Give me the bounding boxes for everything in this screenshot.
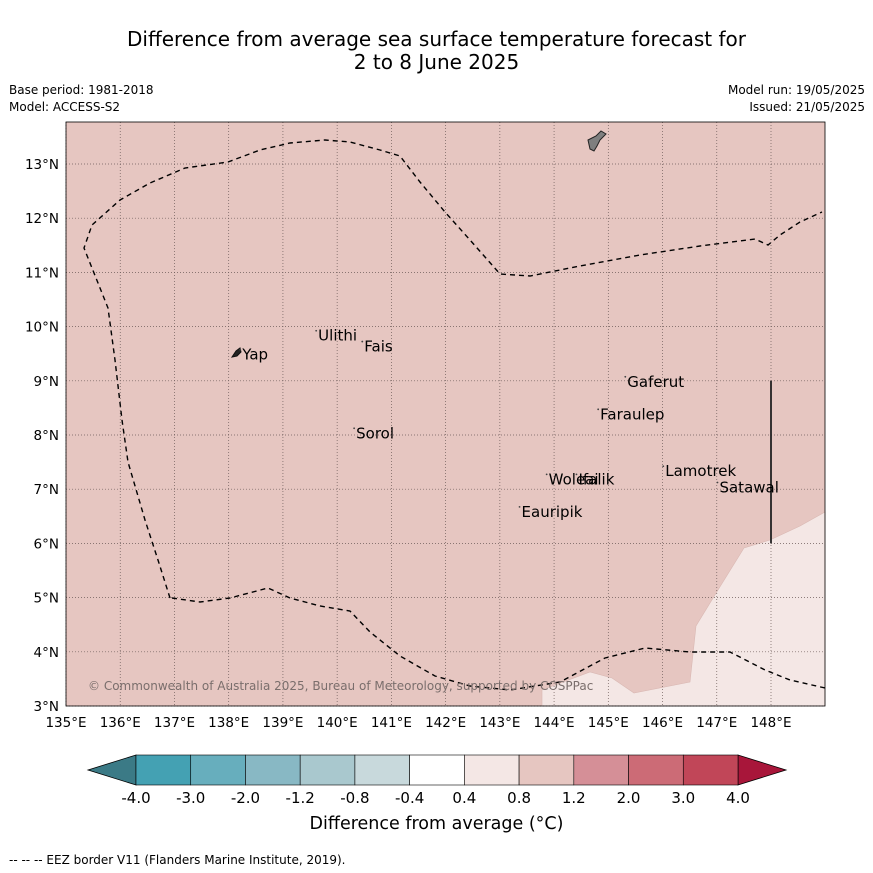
model-name: Model: ACCESS-S2 xyxy=(9,100,121,114)
base-period: Base period: 1981-2018 xyxy=(9,83,154,97)
copyright-text: © Commonwealth of Australia 2025, Bureau… xyxy=(88,679,593,693)
lat-tick-label: 11°N xyxy=(25,265,59,281)
lon-tick-label: 144°E xyxy=(534,715,575,731)
lon-tick-label: 135°E xyxy=(45,715,86,731)
atoll-marker xyxy=(597,408,600,411)
lat-tick-label: 8°N xyxy=(34,428,59,444)
lat-tick-label: 6°N xyxy=(34,536,59,552)
lon-tick-label: 145°E xyxy=(588,715,629,731)
atoll-marker xyxy=(239,348,242,351)
colorbar-bin xyxy=(628,754,684,786)
place-label-yap: Yap xyxy=(241,346,268,364)
lat-tick-label: 4°N xyxy=(34,645,59,661)
place-label-satawal: Satawal xyxy=(719,478,778,496)
colorbar-tick-label: 3.0 xyxy=(671,789,695,807)
atoll-marker xyxy=(353,427,356,430)
colorbar-tick-label: 0.8 xyxy=(507,789,531,807)
lat-tick-label: 9°N xyxy=(34,374,59,390)
colorbar-overflow xyxy=(737,754,788,786)
colorbar-bin xyxy=(245,754,301,786)
meta-right: Model run: 19/05/2025 Issued: 21/05/2025 xyxy=(728,82,865,116)
colorbar-bin xyxy=(409,754,465,786)
colorbar-tick-label: 1.2 xyxy=(562,789,586,807)
lon-tick-label: 138°E xyxy=(208,715,249,731)
lat-tick-label: 12°N xyxy=(25,211,59,227)
title-line-1: Difference from average sea surface temp… xyxy=(126,27,746,51)
atoll-marker xyxy=(315,329,318,332)
colorbar-bin xyxy=(299,754,356,786)
lat-tick-label: 7°N xyxy=(34,482,59,498)
issued-date: Issued: 21/05/2025 xyxy=(749,100,865,114)
map-frame xyxy=(65,121,826,707)
lat-tick-label: 5°N xyxy=(34,591,59,607)
colorbar-title: Difference from average (°C) xyxy=(309,814,564,834)
colorbar-tick-label: -0.8 xyxy=(340,789,369,807)
lon-tick-label: 142°E xyxy=(425,715,466,731)
lat-tick-label: 3°N xyxy=(34,699,59,715)
lon-tick-label: 147°E xyxy=(696,715,737,731)
colorbar-bin xyxy=(682,754,739,786)
atoll-marker xyxy=(361,340,364,343)
colorbar-tick-label: -4.0 xyxy=(121,789,150,807)
atoll-marker xyxy=(716,481,719,484)
lon-tick-label: 146°E xyxy=(642,715,683,731)
lon-tick-label: 136°E xyxy=(100,715,141,731)
colorbar-bin xyxy=(518,754,575,786)
colorbar-bin xyxy=(135,754,192,786)
colorbar-underflow xyxy=(86,754,137,786)
meta-left: Base period: 1981-2018 Model: ACCESS-S2 xyxy=(9,82,154,116)
eez-border-north xyxy=(83,139,823,599)
model-run: Model run: 19/05/2025 xyxy=(727,83,865,97)
place-label-ifalik: Ifalik xyxy=(578,470,614,488)
colorbar-tick-label: -1.2 xyxy=(286,789,315,807)
atoll-marker xyxy=(545,473,548,476)
guam-island xyxy=(587,130,607,152)
atoll-marker xyxy=(662,465,665,468)
lat-tick-label: 10°N xyxy=(25,320,59,336)
place-label-ulithi: Ulithi xyxy=(318,327,357,345)
place-label-sorol: Sorol xyxy=(356,424,394,442)
place-label-lamotrek: Lamotrek xyxy=(665,462,736,480)
map-title: Difference from average sea surface temp… xyxy=(0,28,873,74)
lon-tick-label: 148°E xyxy=(750,715,791,731)
atoll-marker xyxy=(575,473,578,476)
colorbar-bin xyxy=(573,754,629,786)
eez-border-south xyxy=(171,587,826,691)
anomaly-fill-low xyxy=(541,511,826,707)
lon-tick-label: 143°E xyxy=(479,715,520,731)
colorbar-bin xyxy=(464,754,520,786)
colorbar-bin xyxy=(190,754,246,786)
footer-note: -- -- -- EEZ border V11 (Flanders Marine… xyxy=(9,853,346,867)
lon-tick-label: 137°E xyxy=(154,715,195,731)
lon-tick-label: 141°E xyxy=(371,715,412,731)
place-label-faraulep: Faraulep xyxy=(600,405,664,423)
title-line-2: 2 to 8 June 2025 xyxy=(353,50,520,74)
colorbar-tick-label: 4.0 xyxy=(726,789,750,807)
colorbar-tick-label: -2.0 xyxy=(231,789,260,807)
lon-tick-label: 139°E xyxy=(262,715,303,731)
place-label-gaferut: Gaferut xyxy=(627,373,684,391)
colorbar-tick-label: 0.4 xyxy=(452,789,476,807)
colorbar-tick-label: 2.0 xyxy=(617,789,641,807)
colorbar-tick-label: -0.4 xyxy=(395,789,424,807)
lon-tick-label: 140°E xyxy=(317,715,358,731)
atoll-marker xyxy=(624,375,627,378)
colorbar-tick-label: -3.0 xyxy=(176,789,205,807)
lat-tick-label: 13°N xyxy=(25,157,59,173)
colorbar-bin xyxy=(354,754,410,786)
place-label-eauripik: Eauripik xyxy=(522,503,583,521)
place-label-woleai: Woleai xyxy=(549,470,599,488)
atoll-marker xyxy=(518,505,521,508)
place-label-fais: Fais xyxy=(364,338,393,356)
